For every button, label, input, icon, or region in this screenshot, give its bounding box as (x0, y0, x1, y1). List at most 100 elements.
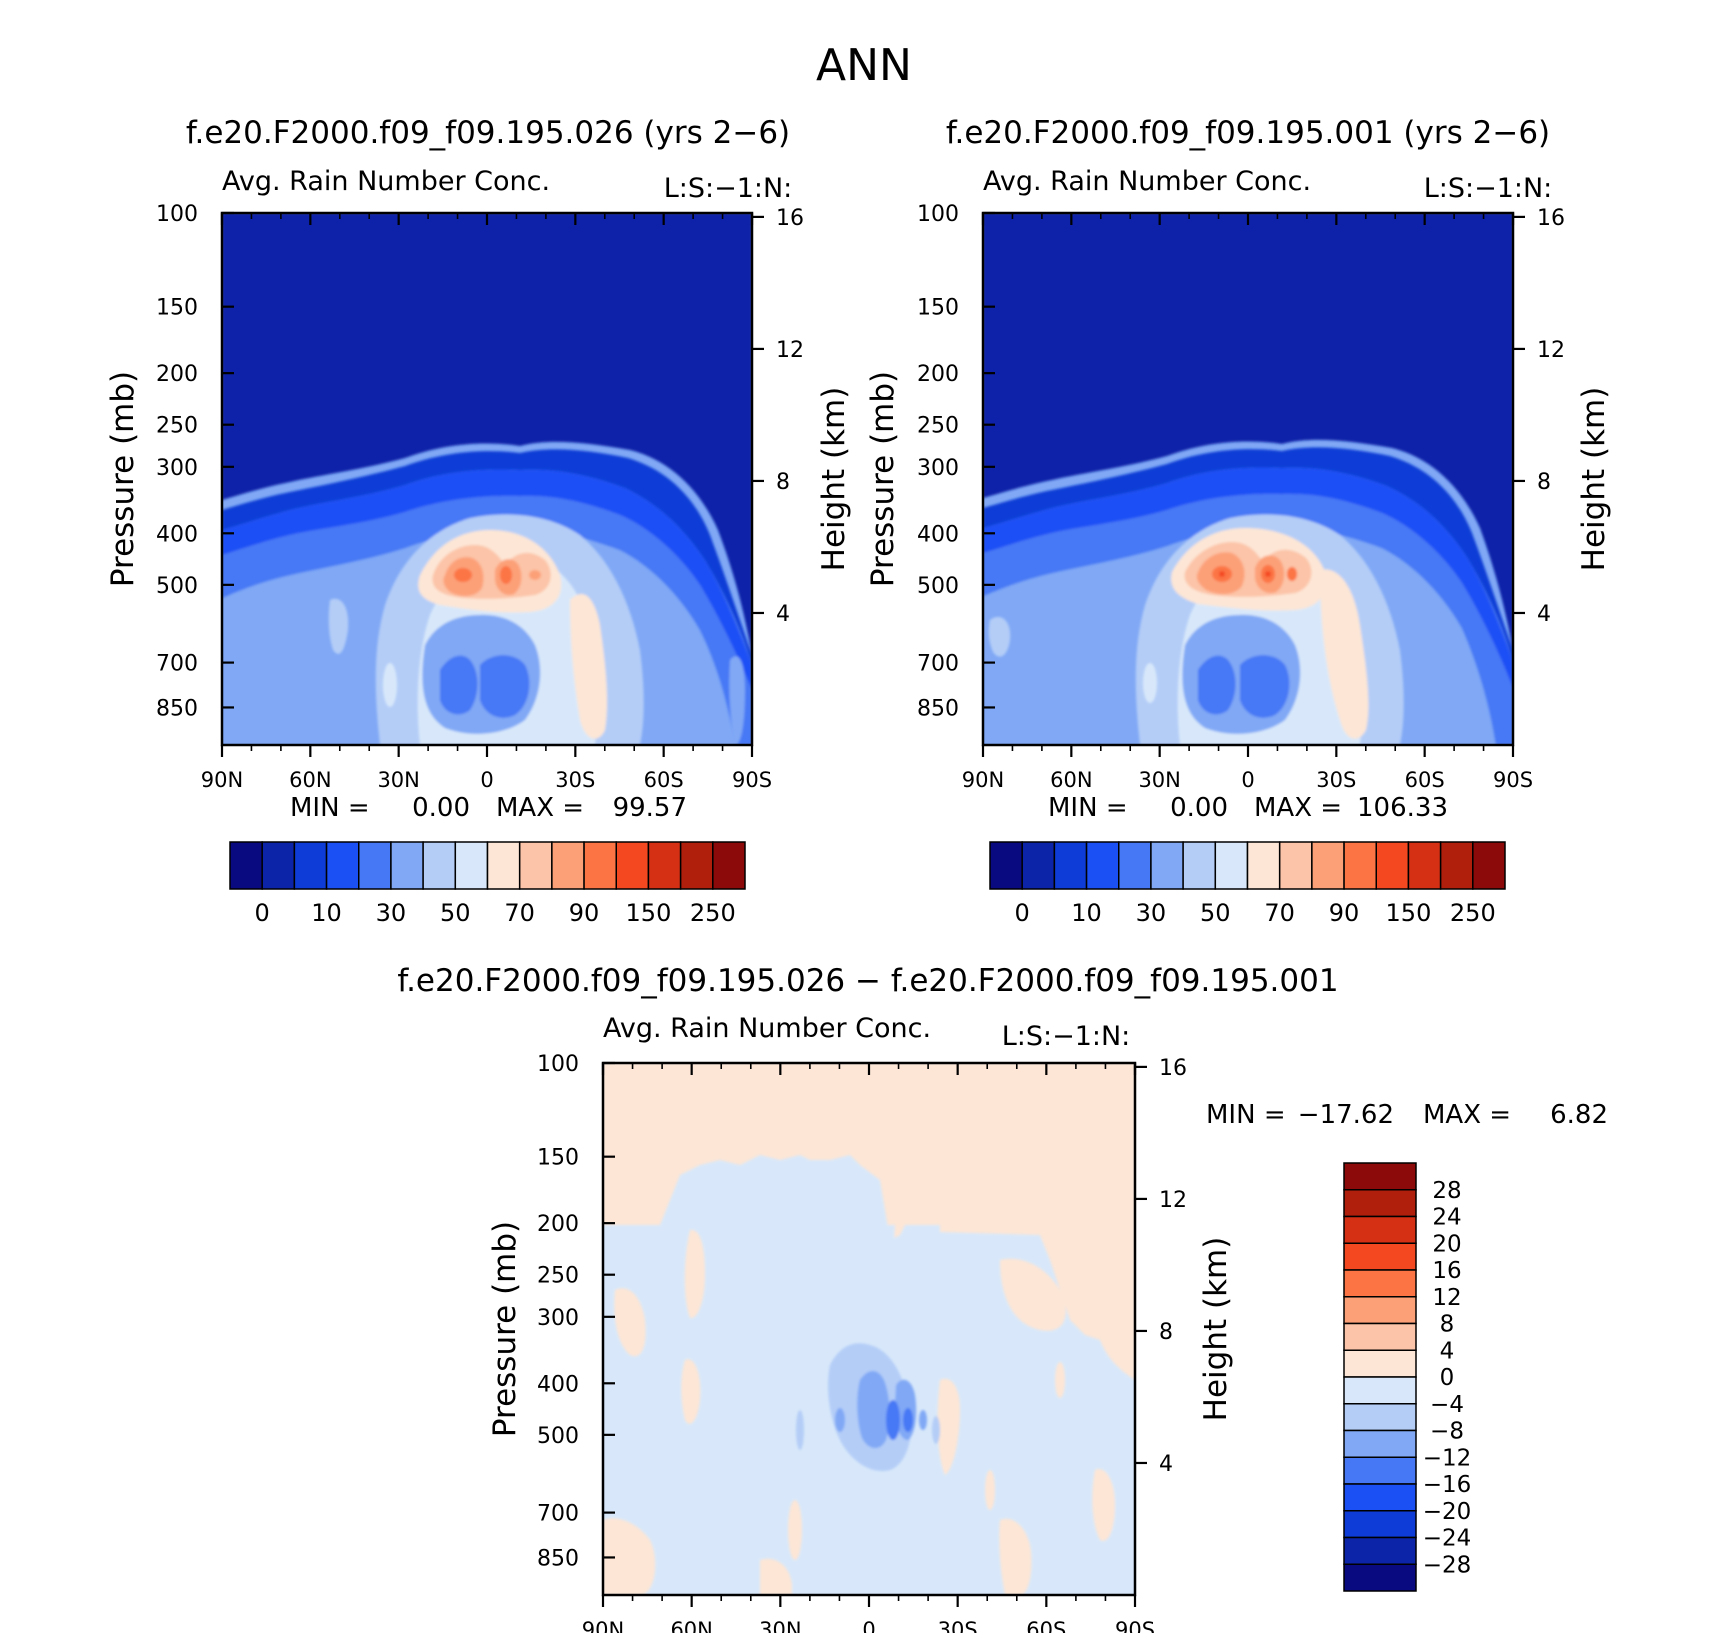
x-tick-label: 60S (1405, 768, 1445, 792)
y-axis-label-right: Height (km) (1576, 387, 1612, 572)
colorbar-swatch (989, 841, 1023, 890)
x-tick-label: 60N (670, 1618, 712, 1633)
x-tick-label: 90N (962, 768, 1004, 792)
y-tick-label: 700 (537, 1502, 579, 1527)
min-value: 0.00 (1170, 793, 1228, 823)
colorbar-label: 0 (1015, 899, 1030, 927)
y-axis-label-right: Height (km) (1198, 1237, 1234, 1422)
colorbar-swatch (422, 841, 457, 890)
colorbar-label: 0 (1440, 1365, 1455, 1391)
panel-subtitle: Avg. Rain Number Conc. (603, 1013, 931, 1044)
y-axis-label-right: Height (km) (816, 387, 852, 572)
x-tick-label: 90N (582, 1618, 624, 1633)
colorbar-swatch (1021, 841, 1056, 890)
colorbar-swatch (261, 841, 296, 890)
colorbar-label: 10 (311, 899, 342, 927)
colorbar-swatch (1439, 841, 1474, 890)
colorbar-swatch (551, 841, 585, 890)
panel-title: f.e20.F2000.f09_f09.195.026 (yrs 2−6) (186, 115, 790, 151)
colorbar-label: 30 (376, 899, 407, 927)
y-axis-label: Pressure (mb) (105, 371, 141, 587)
colorbar-swatch (1278, 841, 1313, 890)
colorbar-swatch (1343, 1563, 1417, 1592)
colorbar-swatch (1118, 841, 1152, 890)
colorbar-swatch (712, 841, 746, 890)
y-tick-label-right: 4 (1159, 1452, 1173, 1477)
colorbar-swatch (1343, 1429, 1417, 1458)
y-tick-label: 400 (917, 522, 959, 547)
colorbar-swatch (1343, 1296, 1417, 1325)
colorbar-swatch (1343, 841, 1377, 890)
max-label: MAX = (496, 793, 584, 823)
colorbar: 0 10 30 50 70 90 150 250 (229, 841, 746, 927)
colorbar-swatch (518, 841, 553, 890)
y-axis-label: Pressure (mb) (487, 1221, 523, 1437)
y-tick-label: 500 (156, 574, 198, 599)
x-tick-label: 90S (732, 768, 772, 792)
panel-subtitle: Avg. Rain Number Conc. (222, 166, 550, 197)
corner-label: L:S:−1:N: (1424, 173, 1553, 204)
colorbar-label: −4 (1430, 1392, 1464, 1418)
colorbar-label: −16 (1423, 1472, 1472, 1498)
colorbar-label: 150 (1386, 899, 1432, 927)
colorbar-label: 90 (1329, 899, 1360, 927)
colorbar-swatch (1214, 841, 1249, 890)
y-tick-label-right: 8 (776, 470, 790, 495)
y-tick-label-right: 4 (776, 602, 790, 627)
y-tick-label: 250 (156, 414, 198, 439)
colorbar-label: 12 (1432, 1285, 1461, 1311)
panel-title: f.e20.F2000.f09_f09.195.001 (yrs 2−6) (946, 115, 1550, 151)
colorbar-label: 20 (1432, 1231, 1461, 1257)
y-tick-label: 200 (537, 1212, 579, 1237)
colorbar-swatch (1472, 841, 1506, 890)
y-tick-label: 150 (156, 296, 198, 321)
colorbar-label: −20 (1423, 1499, 1472, 1525)
y-tick-label: 250 (917, 414, 959, 439)
colorbar-swatch (1343, 1403, 1417, 1432)
colorbar-swatch (1085, 841, 1120, 890)
colorbar-label: 70 (504, 899, 535, 927)
y-tick-label: 250 (537, 1264, 579, 1289)
y-tick-label: 150 (537, 1146, 579, 1171)
max-value: 106.33 (1357, 793, 1448, 823)
colorbar-swatch (615, 841, 650, 890)
y-axis-right: 16 12 8 4 (1135, 1056, 1187, 1477)
colorbar-swatch (1343, 1269, 1417, 1298)
colorbar-label: −28 (1423, 1552, 1472, 1578)
y-tick-label: 400 (537, 1372, 579, 1397)
colorbar-swatch (1182, 841, 1217, 890)
colorbar-swatch (454, 841, 489, 890)
colorbar-label: 8 (1440, 1312, 1455, 1338)
y-tick-label: 300 (156, 456, 198, 481)
y-tick-label: 400 (156, 522, 198, 547)
panel-bottom: f.e20.F2000.f09_f09.195.026 − f.e20.F200… (397, 963, 1608, 1633)
max-value: 99.57 (613, 793, 687, 823)
y-axis-right: 16 12 8 4 (1513, 206, 1565, 627)
colorbar-swatch (293, 841, 328, 890)
colorbar-label: 24 (1432, 1205, 1461, 1231)
colorbar-label: −8 (1430, 1419, 1464, 1445)
y-axis-right: 16 12 8 4 (752, 206, 804, 627)
panel-subtitle: Avg. Rain Number Conc. (983, 166, 1311, 197)
y-tick-label: 700 (156, 652, 198, 677)
colorbar-swatch (1150, 841, 1184, 890)
colorbar-swatch (679, 841, 714, 890)
y-tick-label: 850 (917, 696, 959, 721)
x-axis: 90N 60N 30N 0 30S 60S 90S (962, 213, 1533, 792)
x-tick-label: 30S (938, 1618, 978, 1633)
x-tick-label: 30N (759, 1618, 801, 1633)
colorbar-swatch (583, 841, 617, 890)
x-tick-label: 60S (644, 768, 684, 792)
contour-field (603, 1063, 1135, 1595)
colorbar-swatch (1407, 841, 1442, 890)
x-axis: 90N 60N 30N 0 30S 60S 90S (582, 1063, 1155, 1633)
colorbar-swatch (229, 841, 263, 890)
x-tick-label: 90S (1115, 1618, 1155, 1633)
min-value: 0.00 (412, 793, 470, 823)
x-tick-label: 90N (201, 768, 243, 792)
colorbar-swatch (1343, 1510, 1417, 1539)
y-tick-label: 150 (917, 296, 959, 321)
colorbar-swatch (325, 841, 360, 890)
